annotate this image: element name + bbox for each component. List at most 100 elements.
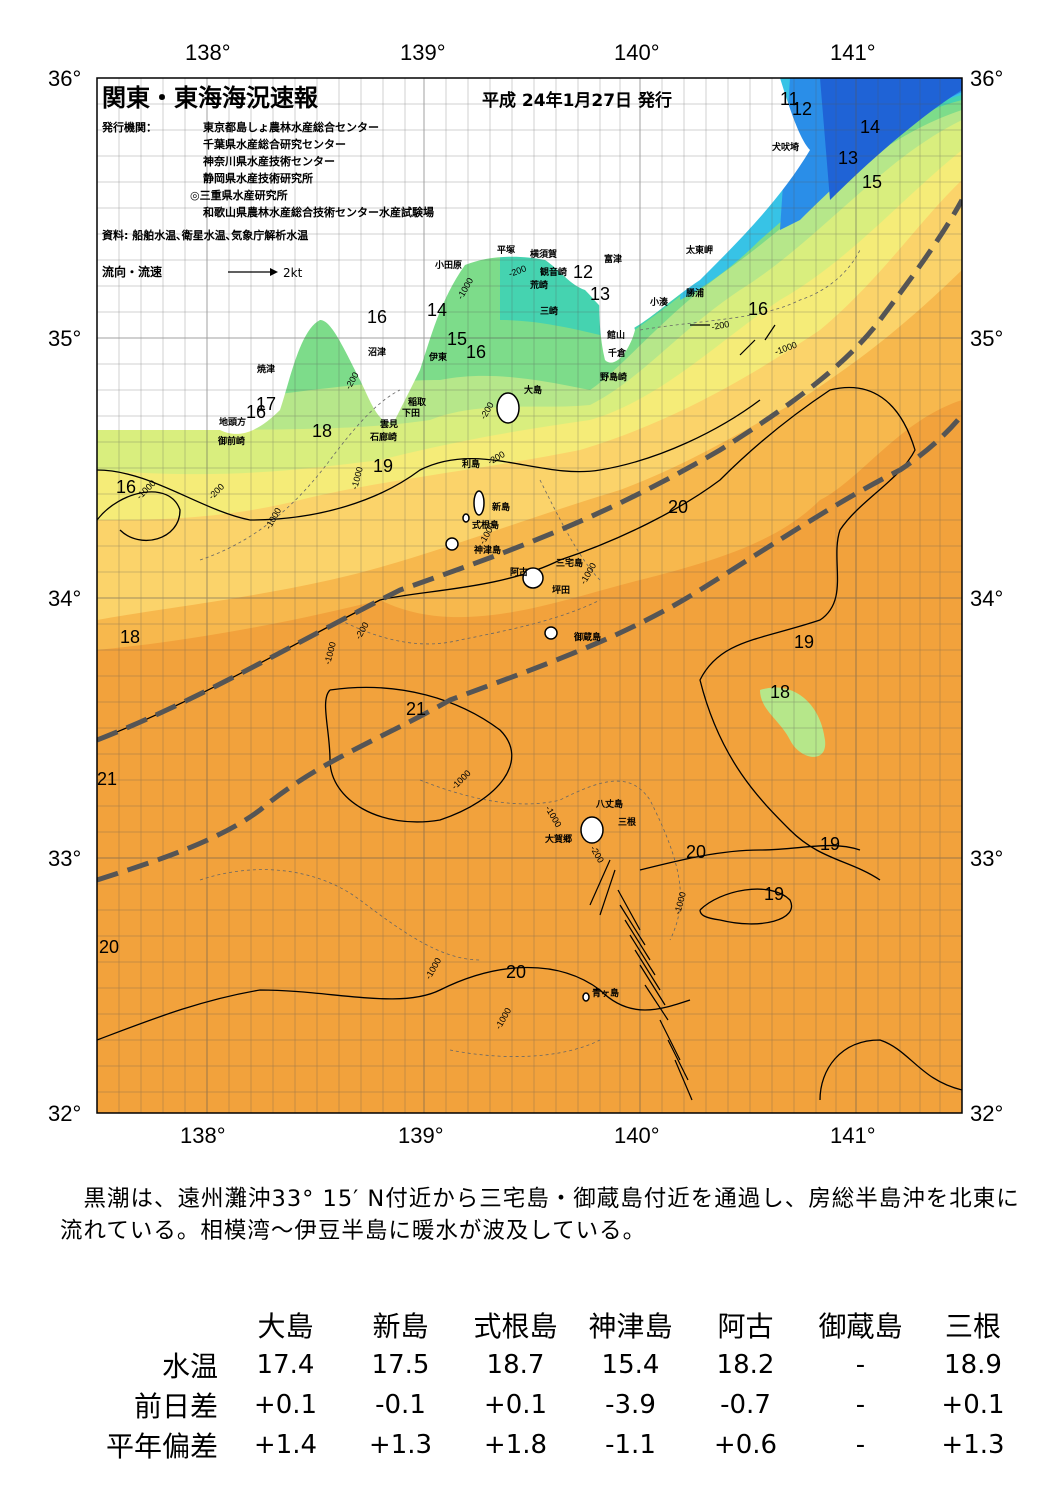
isotherm-label: 11 — [780, 89, 799, 109]
place-label: 八丈島 — [595, 798, 623, 810]
lon-label-bottom: 139° — [398, 1123, 444, 1148]
place-label: 新島 — [492, 501, 510, 513]
lon-label-bottom: 138° — [180, 1123, 226, 1148]
isotherm-label: 13 — [838, 148, 858, 168]
agency-item: 神奈川県水産技術センター — [203, 154, 335, 168]
table-row: 平年偏差 +1.4 +1.3 +1.8 -1.1 +0.6 - +1.3 — [88, 1425, 1028, 1465]
islands — [445, 392, 604, 1002]
place-label: 利島 — [461, 458, 480, 470]
isotherm-label: 19 — [373, 456, 393, 476]
lat-label-right: 33° — [970, 846, 1003, 871]
lon-label-top: 139° — [400, 40, 446, 65]
isotherm-label: 18 — [312, 421, 332, 441]
isotherm-label: 15 — [862, 172, 882, 192]
place-names: 犬吠埼 太東岬 勝浦 小湊 富津 観音崎 横須賀 平塚 小田原 荒崎 三崎 館山… — [217, 141, 799, 999]
table-cell: -0.7 — [720, 1390, 771, 1420]
table-cell: 17.4 — [256, 1350, 315, 1380]
place-label: 千倉 — [608, 347, 627, 359]
table-row: 前日差 +0.1 -0.1 +0.1 -3.9 -0.7 - +0.1 — [88, 1385, 1028, 1425]
table-cell: 15.4 — [601, 1350, 660, 1380]
row-label: 水温 — [161, 1350, 218, 1383]
lon-label-bottom: 141° — [830, 1123, 876, 1148]
table-row: 水温 17.4 17.5 18.7 15.4 18.2 - 18.9 — [88, 1345, 1028, 1385]
table-cell: -1.1 — [605, 1430, 656, 1460]
place-label: 大賀郷 — [545, 833, 572, 845]
table-cell: +1.8 — [483, 1430, 548, 1460]
isotherm-label: 20 — [686, 842, 706, 862]
row-label: 平年偏差 — [105, 1430, 218, 1463]
place-label: 富津 — [604, 253, 622, 265]
lat-label-right: 34° — [970, 586, 1003, 611]
lon-label-top: 140° — [614, 40, 660, 65]
isotherm-labels: 11 12 14 13 15 16 12 13 16 14 15 16 17 1… — [97, 89, 882, 982]
place-label: 三根 — [618, 816, 637, 828]
column-header: 御蔵島 — [818, 1310, 903, 1343]
place-label: 稲取 — [408, 396, 427, 408]
legend-label: 流向・流速 — [102, 264, 162, 279]
place-label: 太東岬 — [685, 244, 713, 256]
isotherm-label: 18 — [120, 627, 140, 647]
lat-label-right: 32° — [970, 1101, 1003, 1126]
column-header: 神津島 — [588, 1310, 673, 1343]
place-label: 横須賀 — [530, 248, 557, 260]
column-header: 三根 — [944, 1310, 1001, 1343]
isotherm-label: 20 — [99, 937, 119, 957]
column-header: 式根島 — [473, 1310, 558, 1343]
isotherm-label: 14 — [427, 300, 447, 320]
kuroshio-axis — [97, 198, 962, 883]
temperature-fill — [97, 78, 962, 1113]
place-label: 石廊崎 — [369, 431, 397, 443]
axis-labels: 138° 139° 140° 141° 138° 139° 140° 141° … — [48, 40, 1003, 1148]
isotherm-label: 19 — [794, 632, 814, 652]
table-cell: - — [855, 1350, 866, 1380]
lat-label-left: 35° — [48, 326, 81, 351]
table-cell: +1.3 — [941, 1430, 1005, 1460]
map-title: 関東・東海海況速報 — [102, 84, 319, 112]
issue-date: 平成 24年1月27日 発行 — [482, 90, 672, 111]
column-header: 阿古 — [717, 1310, 774, 1343]
place-label: 三宅島 — [556, 557, 583, 569]
agency-item: ◎三重県水産研究所 — [190, 188, 288, 202]
table-cell: 18.7 — [486, 1350, 545, 1380]
table-cell: +1.3 — [368, 1430, 433, 1460]
lon-label-top: 138° — [185, 40, 231, 65]
place-label: 荒崎 — [529, 279, 548, 291]
place-label: 小湊 — [649, 296, 669, 308]
depth-label: -200 — [711, 319, 730, 332]
place-label: 御前崎 — [217, 435, 245, 447]
isotherm-label: 19 — [764, 884, 784, 904]
row-label: 前日差 — [133, 1390, 218, 1423]
place-label: 館山 — [606, 329, 625, 341]
column-header: 新島 — [372, 1310, 429, 1343]
current-vectors — [589, 324, 776, 1101]
place-label: 雲見 — [380, 418, 398, 430]
place-label: 小田原 — [434, 259, 462, 271]
lat-label-left: 33° — [48, 846, 81, 871]
column-header: 大島 — [257, 1310, 314, 1343]
map-header: 関東・東海海況速報 平成 24年1月27日 発行 発行機関： 東京都島しょ農林水… — [101, 84, 672, 280]
agency-item: 静岡県水産技術研究所 — [203, 171, 313, 185]
lat-label-right: 36° — [970, 66, 1003, 91]
map-frame — [96, 77, 963, 1114]
place-label: 下田 — [402, 408, 420, 419]
table-cell: -0.1 — [375, 1390, 426, 1420]
legend-scale: 2kt — [283, 266, 303, 280]
table-cell: - — [855, 1390, 866, 1420]
agencies-label: 発行機関： — [101, 120, 157, 134]
place-label: 阿古 — [510, 566, 528, 578]
lat-label-right: 35° — [970, 326, 1003, 351]
agency-item: 東京都島しょ農林水産総合センター — [203, 120, 379, 134]
table-cell: - — [855, 1430, 866, 1460]
isotherm-label: 12 — [792, 99, 812, 119]
isotherm-label: 20 — [506, 962, 526, 982]
isotherm-label: 14 — [860, 117, 880, 137]
place-label: 坪田 — [552, 584, 570, 596]
isotherm-label: 17 — [256, 394, 276, 414]
place-label: 犬吠埼 — [771, 141, 799, 153]
table-corner — [88, 1305, 228, 1345]
place-label: 大島 — [524, 384, 542, 396]
isotherm-label: 13 — [590, 284, 610, 304]
place-label: 伊東 — [428, 351, 447, 363]
table-cell: +1.4 — [253, 1430, 318, 1460]
lat-label-left: 32° — [48, 1101, 81, 1126]
